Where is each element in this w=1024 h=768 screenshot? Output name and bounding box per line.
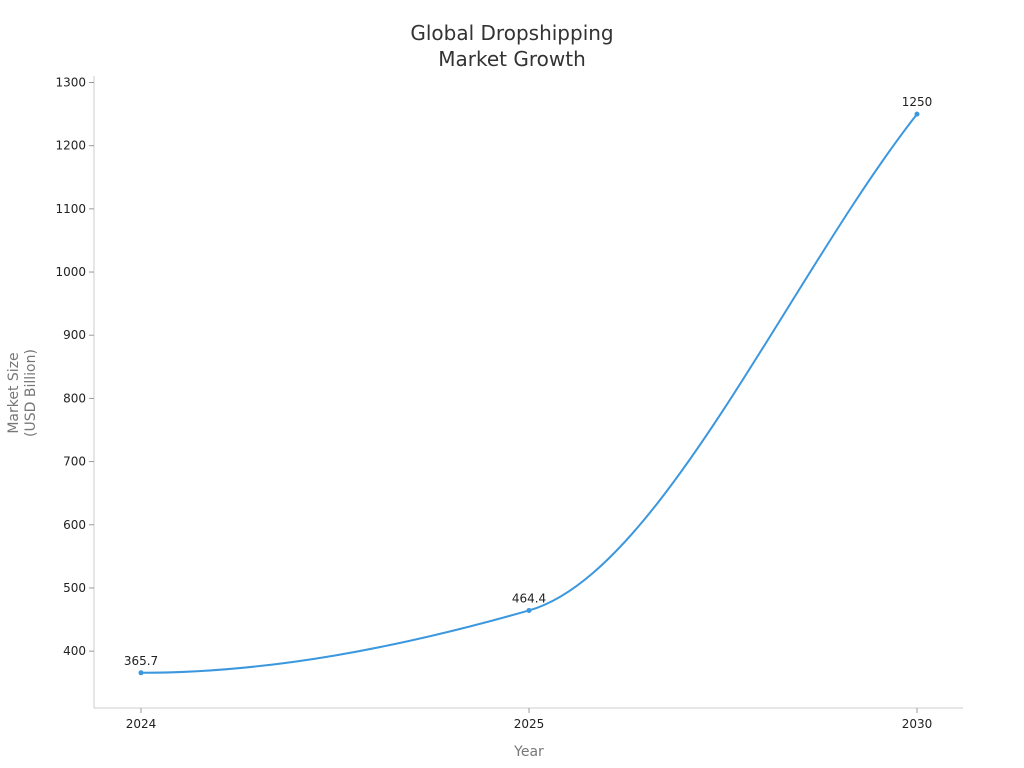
- data-point[interactable]: [138, 670, 144, 676]
- y-tick-label: 400: [63, 644, 86, 658]
- x-axis-title: Year: [513, 744, 544, 760]
- points-layer: [138, 111, 920, 676]
- data-label: 464.4: [512, 591, 546, 605]
- y-axis-title-line-1: Market Size: [6, 352, 22, 433]
- y-axis-title: Market Size (USD Billion): [6, 349, 39, 437]
- x-tick-label: 2025: [514, 717, 545, 731]
- data-label: 1250: [902, 95, 933, 109]
- y-tick-label: 900: [63, 328, 86, 342]
- x-tick-label: 2024: [126, 717, 157, 731]
- x-axis-ticks: 2024 2025 2030: [126, 708, 933, 731]
- y-tick-label: 700: [63, 455, 86, 469]
- series-layer: [140, 113, 918, 674]
- y-tick-label: 1200: [55, 139, 86, 153]
- chart-title-line-2: Market Growth: [438, 47, 586, 71]
- data-point[interactable]: [914, 111, 920, 117]
- y-tick-label: 500: [63, 581, 86, 595]
- chart-title-line-1: Global Dropshipping: [410, 21, 613, 45]
- series-line: [140, 113, 918, 674]
- y-tick-label: 1000: [55, 265, 86, 279]
- chart-title: Global Dropshipping Market Growth: [410, 21, 613, 71]
- data-labels: 365.7 464.4 1250: [124, 95, 932, 668]
- y-axis-ticks: 400 500 600 700 800 900 1000 1100 1200 1300: [55, 76, 94, 658]
- y-tick-label: 800: [63, 391, 86, 405]
- data-label: 365.7: [124, 654, 158, 668]
- y-tick-label: 1100: [55, 202, 86, 216]
- x-tick-label: 2030: [902, 717, 933, 731]
- y-tick-label: 1300: [55, 76, 86, 90]
- data-point[interactable]: [526, 607, 532, 613]
- y-axis-title-line-2: (USD Billion): [23, 349, 39, 437]
- y-tick-label: 600: [63, 518, 86, 532]
